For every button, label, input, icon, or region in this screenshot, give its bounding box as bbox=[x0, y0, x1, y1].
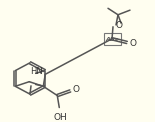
Text: O: O bbox=[116, 21, 123, 30]
Text: Abs: Abs bbox=[105, 37, 119, 42]
Text: O: O bbox=[129, 39, 136, 48]
Text: O: O bbox=[72, 86, 79, 95]
Text: HN: HN bbox=[30, 67, 43, 76]
FancyBboxPatch shape bbox=[104, 33, 120, 45]
Text: OH: OH bbox=[53, 113, 67, 122]
